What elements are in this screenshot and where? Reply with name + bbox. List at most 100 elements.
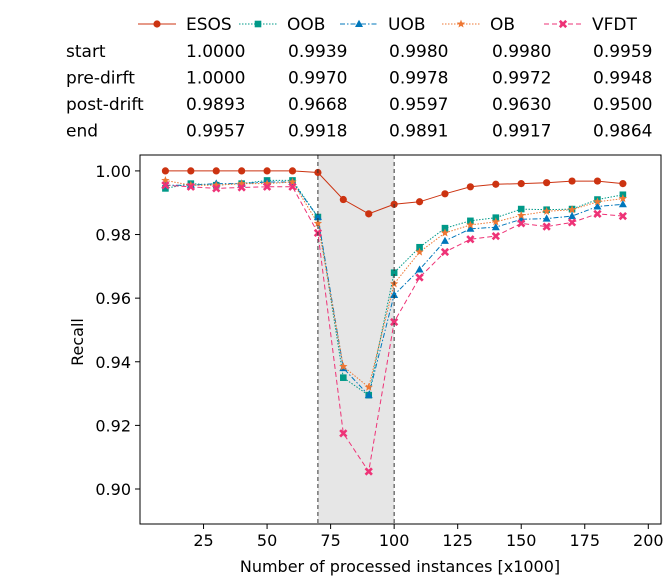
legend-marker-esos: [153, 20, 161, 28]
legend-item-esos: ESOS: [138, 15, 232, 35]
y-tick-label: 0.92: [95, 416, 131, 435]
y-tick-label: 0.90: [95, 480, 131, 499]
y-tick-label: 0.96: [95, 289, 131, 308]
data-point-esos: [441, 190, 449, 198]
data-point-vfdt: [415, 273, 424, 282]
table-cell: 0.9948: [593, 69, 652, 89]
data-point-ob: [288, 177, 297, 186]
data-point-oob: [162, 185, 169, 192]
data-point-esos: [263, 167, 271, 175]
table-row-label: start: [66, 42, 106, 62]
x-axis-label: Number of processed instances [x1000]: [240, 557, 560, 576]
data-point-esos: [543, 179, 551, 187]
data-point-ob: [517, 211, 526, 219]
data-point-uob: [542, 214, 551, 222]
legend-marker-vfdt: [558, 19, 568, 29]
legend-label-vfdt: VFDT: [592, 15, 637, 35]
data-point-vfdt: [390, 317, 399, 327]
table-cell: 0.9597: [389, 95, 448, 115]
x-tick-label: 125: [442, 531, 473, 550]
table-cell: 0.9891: [389, 122, 448, 142]
data-point-oob: [340, 374, 347, 381]
data-point-vfdt: [466, 235, 475, 244]
table-cell: 0.9980: [492, 42, 551, 62]
table-cell: 0.9630: [492, 95, 551, 115]
table-cell: 0.9959: [593, 42, 652, 62]
series-markers: [161, 167, 628, 476]
table-cell: 0.9668: [288, 95, 347, 115]
data-point-vfdt: [212, 184, 221, 193]
legend-item-vfdt: VFDT: [544, 15, 637, 35]
data-point-ob: [491, 217, 500, 226]
data-point-ob: [313, 218, 323, 227]
legend-marker-oob: [254, 20, 262, 28]
y-axis: 0.90 0.92 0.94 0.96 0.98 1.00: [95, 162, 140, 499]
data-point-vfdt: [339, 429, 348, 438]
data-point-esos: [187, 167, 195, 175]
legend-item-ob: OB: [442, 15, 515, 35]
y-tick-label: 0.98: [95, 226, 131, 245]
table-cell: 0.9957: [186, 122, 245, 142]
y-tick-label: 0.94: [95, 353, 131, 372]
data-point-esos: [339, 195, 347, 204]
data-point-esos: [619, 180, 627, 188]
legend-label-ob: OB: [490, 15, 515, 35]
table-cell: 0.9972: [492, 69, 551, 89]
legend-marker-uob: [355, 19, 363, 27]
data-point-uob: [568, 211, 577, 220]
data-point-ob: [618, 194, 628, 203]
table-cell: 0.9918: [288, 122, 347, 142]
y-tick-label: 1.00: [95, 162, 131, 181]
legend: ESOS OOB UOB OB VFDT: [138, 15, 637, 35]
x-axis: 25 50 75 100 125 150 175 200: [193, 524, 664, 550]
data-point-vfdt: [491, 231, 500, 241]
table-cell: 0.9978: [389, 69, 448, 89]
y-axis-label: Recall: [68, 318, 87, 366]
data-point-ob: [186, 180, 196, 189]
x-tick-label: 200: [633, 531, 664, 550]
data-point-vfdt: [237, 183, 246, 192]
x-tick-label: 175: [569, 531, 600, 550]
table-row-label: pre-dirft: [66, 69, 135, 89]
data-point-vfdt: [618, 211, 627, 221]
data-point-uob: [390, 290, 399, 298]
table-cell: 0.9939: [288, 42, 347, 62]
data-point-esos: [466, 183, 474, 191]
data-point-oob: [416, 243, 423, 251]
data-point-ob: [237, 179, 246, 188]
legend-label-oob: OOB: [287, 15, 325, 35]
data-point-ob: [466, 220, 475, 229]
data-point-vfdt: [593, 209, 602, 218]
data-point-esos: [492, 180, 500, 188]
data-point-ob: [364, 382, 373, 391]
data-point-ob: [415, 247, 424, 256]
data-point-esos: [365, 210, 373, 218]
table-cell: 0.9970: [288, 69, 347, 89]
data-point-uob: [415, 265, 424, 273]
data-point-ob: [262, 179, 272, 188]
data-point-vfdt: [567, 218, 577, 227]
summary-table: start 1.0000 0.9939 0.9980 0.9980 0.9959 pre-d…: [66, 42, 652, 142]
table-cell: 1.0000: [186, 69, 245, 89]
legend-label-esos: ESOS: [186, 15, 232, 35]
data-point-vfdt: [161, 181, 170, 190]
data-point-oob: [390, 269, 398, 276]
x-tick-label: 75: [320, 531, 340, 550]
data-point-ob: [339, 362, 348, 371]
data-point-esos: [517, 180, 525, 188]
data-point-uob: [364, 390, 373, 399]
x-tick-label: 25: [193, 531, 213, 550]
data-point-esos: [288, 167, 297, 175]
table-cell: 1.0000: [186, 42, 245, 62]
legend-item-uob: UOB: [340, 15, 426, 35]
data-point-vfdt: [440, 247, 450, 257]
table-cell: 0.9917: [492, 122, 551, 142]
table-cell: 0.9500: [593, 95, 652, 115]
data-point-esos: [212, 167, 220, 175]
data-point-ob: [440, 228, 450, 237]
data-point-vfdt: [364, 467, 373, 476]
x-tick-label: 100: [379, 531, 410, 550]
legend-marker-ob: [456, 19, 466, 28]
data-point-uob: [466, 224, 475, 232]
